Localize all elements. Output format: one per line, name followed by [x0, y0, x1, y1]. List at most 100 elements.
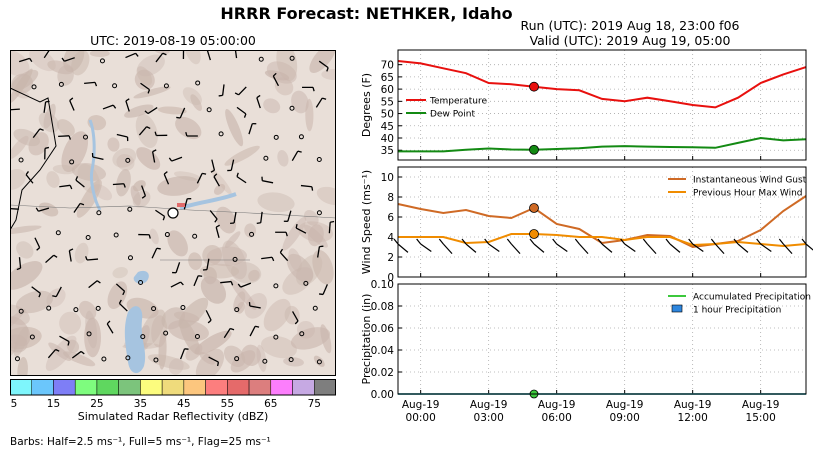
y-tick-label: 0 [387, 272, 394, 284]
boundaries [10, 87, 336, 261]
calm-marker [153, 357, 159, 363]
legend: Instantaneous Wind Gust Previous Hour Max… [668, 176, 807, 199]
x-tick-label-date: Aug-19 [606, 399, 644, 411]
wind-barb [116, 133, 128, 138]
wind-barb [233, 212, 237, 224]
wind-barb [125, 52, 136, 59]
wind-barb-feather [168, 157, 173, 162]
terrain-patch [157, 106, 187, 115]
wind-barb-feather [69, 97, 74, 101]
wind-barb-feather [318, 293, 324, 296]
calm-marker [46, 305, 52, 311]
wind-barb-feather [213, 173, 218, 178]
wind-barb [782, 243, 793, 255]
calm-marker [316, 157, 322, 163]
wind-barb [179, 348, 186, 360]
wind-barb-feather [271, 256, 275, 262]
wind-barb-feather [214, 218, 218, 223]
panel-frame [397, 49, 807, 161]
terrain-patch [224, 231, 241, 248]
terrain-patch [61, 131, 89, 173]
x-tick-label-time: 12:00 [678, 412, 708, 424]
wind-barb-feather [210, 169, 215, 173]
x-tick-label-time: 09:00 [610, 412, 640, 424]
wind-barb [84, 81, 96, 85]
calm-marker [298, 134, 304, 140]
series-line-temperature [397, 60, 807, 109]
calm-marker [180, 305, 186, 311]
calm-marker [83, 134, 89, 140]
wind-barb [322, 284, 328, 295]
terrain-patch [38, 202, 59, 217]
wind-barb [43, 101, 47, 113]
wind-barb-feather [185, 131, 188, 137]
terrain-patch [313, 355, 325, 367]
terrain-patch [296, 320, 315, 339]
terrain-patch [213, 183, 226, 195]
terrain-patch [175, 116, 202, 140]
wind-barb-feather [79, 202, 85, 206]
wind-barb [221, 84, 225, 96]
y-tick-label: 40 [381, 133, 394, 145]
terrain-patch [76, 179, 102, 218]
terrain-patch [10, 50, 30, 77]
wind-barb [206, 50, 211, 61]
calm-marker [14, 356, 20, 362]
terrain-patch [92, 184, 113, 201]
panel-frame [397, 283, 807, 395]
wind-barb [179, 107, 186, 119]
wind-barb [465, 243, 477, 253]
terrain-patch [47, 60, 74, 75]
calm-marker [18, 308, 24, 314]
calm-marker [29, 334, 35, 340]
wind-barb-feather [243, 113, 247, 118]
terrain-patch [135, 113, 158, 148]
wind-barb [211, 159, 216, 171]
terrain-patch [321, 69, 336, 81]
calm-marker [163, 330, 169, 336]
terrain-patch [56, 119, 75, 137]
terrain-patch [112, 266, 128, 279]
wind-barb [155, 209, 165, 217]
wind-barb [714, 243, 725, 255]
map-title: UTC: 2019-08-19 05:00:00 [90, 33, 256, 48]
wind-barb-feather [35, 207, 39, 212]
terrain-patch [17, 356, 28, 376]
terrain-patch [107, 137, 120, 152]
terrain-patch [46, 288, 66, 308]
terrain-patch [74, 242, 89, 264]
wind-barb-feather [148, 234, 151, 239]
wind-barb [18, 57, 30, 63]
x-tick-label-time: 00:00 [406, 412, 436, 424]
wind-barb-feather [67, 341, 70, 346]
calm-marker [316, 210, 322, 216]
calm-marker [113, 232, 119, 238]
wind-barb-feather [642, 238, 648, 245]
calm-marker [234, 307, 240, 313]
wind-barb-feather [29, 57, 33, 63]
y-tick-label: 4 [387, 232, 394, 244]
calm-marker [96, 210, 102, 216]
wind-barb [328, 222, 331, 234]
wind-barb-feather [256, 222, 261, 224]
wind-barb [272, 75, 280, 87]
wind-barb [58, 135, 70, 138]
wind-barb [115, 283, 125, 292]
station-marker [167, 207, 179, 219]
calm-marker [312, 305, 318, 311]
terrain-patch [167, 230, 188, 257]
terrain-patch [291, 90, 309, 114]
wind-barb [125, 100, 130, 112]
y-tick-label: 60 [381, 84, 394, 96]
wind-barb [261, 256, 273, 260]
legend-label: Temperature [429, 97, 487, 107]
wind-barb-feather [234, 92, 239, 96]
wind-barb-feather [778, 238, 784, 245]
calm-marker [99, 58, 105, 64]
wind-barb-feather [61, 57, 65, 62]
wind-barb-feather [529, 238, 535, 245]
wind-barb-feather [322, 97, 327, 100]
legend: Temperature Dew Point [406, 97, 487, 120]
y-tick-label: 0.00 [371, 389, 394, 401]
